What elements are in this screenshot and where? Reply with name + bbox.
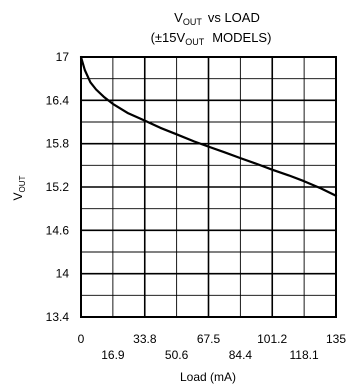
x-tick-label: 50.6 xyxy=(165,348,189,362)
y-tick-label: 17 xyxy=(56,50,70,64)
title-v-subscript: OUT xyxy=(183,17,203,27)
series-layer xyxy=(79,55,338,197)
x-tick-label: 0 xyxy=(78,332,85,346)
x-tick-label: 118.1 xyxy=(290,348,319,362)
x-tick-label: 101.2 xyxy=(257,332,287,346)
y-tick-label: 16.4 xyxy=(46,93,70,107)
vout-series-line xyxy=(79,55,338,197)
title-v: V xyxy=(174,10,183,25)
x-tick-label: 135 xyxy=(326,332,346,346)
ylabel-subscript: OUT xyxy=(18,175,27,192)
x-tick-label: 16.9 xyxy=(101,348,125,362)
x-tick-label: 33.8 xyxy=(133,332,157,346)
y-tick-label: 14 xyxy=(56,267,70,281)
grid-lines xyxy=(80,56,337,318)
title-models: MODELS) xyxy=(212,30,271,45)
tick-labels: 17 16.4 15.8 15.2 14.6 14 13.4 0 33.8 67.5 101.2 13… xyxy=(46,50,347,362)
y-tick-label: 14.6 xyxy=(46,223,70,237)
x-tick-label: 84.4 xyxy=(229,348,253,362)
plot-border xyxy=(80,56,337,318)
y-tick-label: 13.4 xyxy=(46,310,70,324)
ylabel-v: V xyxy=(11,192,25,200)
y-tick-label: 15.8 xyxy=(46,137,70,151)
title-vs-load: vs LOAD xyxy=(208,10,260,25)
x-tick-label: 67.5 xyxy=(197,332,221,346)
title-pm15v: (±15V xyxy=(151,30,186,45)
y-axis-label: VOUT xyxy=(11,175,27,200)
chart-title-line1: VOUT vs LOAD xyxy=(174,10,260,27)
title-out-subscript: OUT xyxy=(185,37,205,47)
y-tick-label: 15.2 xyxy=(46,180,70,194)
chart-title-line2: (±15VOUT MODELS) xyxy=(151,30,272,47)
x-axis-label: Load (mA) xyxy=(180,370,236,384)
